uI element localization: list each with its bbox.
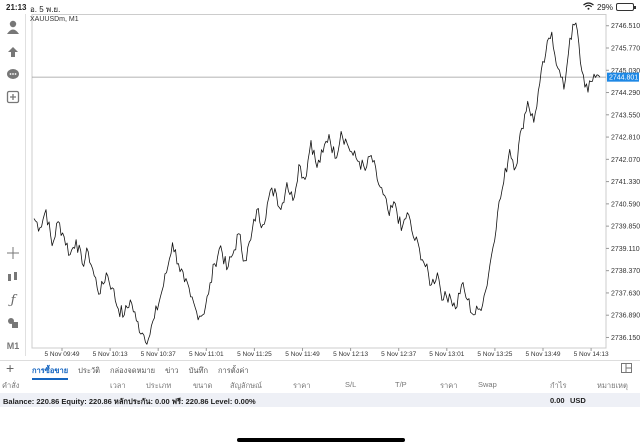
timeframe-button[interactable]: M1 xyxy=(6,341,20,351)
column-header-8[interactable]: ราคา xyxy=(440,381,458,390)
x-tick-label: 5 Nov 10:13 xyxy=(93,351,128,356)
x-tick-label: 5 Nov 13:25 xyxy=(477,351,512,356)
column-header-1[interactable]: เวลา xyxy=(110,381,126,390)
tab-2[interactable]: กล่องจดหมาย xyxy=(110,366,156,375)
home-indicator[interactable] xyxy=(237,438,405,442)
y-tick-label: 2739.110 xyxy=(611,246,640,253)
add-order-button[interactable]: + xyxy=(6,360,15,376)
column-header-4[interactable]: สัญลักษณ์ xyxy=(230,381,263,390)
column-header-0[interactable]: คำสั่ง xyxy=(2,381,20,390)
y-tick-label: 2742.810 xyxy=(611,135,640,142)
y-tick-label: 2736.150 xyxy=(611,335,640,342)
tab-0[interactable]: การซื้อขาย xyxy=(32,365,69,380)
column-header-7[interactable]: T/P xyxy=(395,380,407,389)
y-tick-label: 2736.890 xyxy=(611,313,640,320)
y-tick-label: 2743.550 xyxy=(611,112,640,119)
y-tick-label: 2746.510 xyxy=(611,23,640,30)
wifi-icon xyxy=(583,2,594,12)
terminal-tabs: การซื้อขาย ประวัติ กล่องจดหมาย ข่าว บันทึก กา… xyxy=(32,365,249,380)
y-tick-label: 2740.590 xyxy=(611,201,640,208)
tab-4[interactable]: บันทึก xyxy=(188,366,209,375)
column-header-3[interactable]: ขนาด xyxy=(193,381,213,390)
layout-icon[interactable] xyxy=(621,363,632,376)
y-tick-label: 2737.630 xyxy=(611,290,640,297)
battery-percent: 29% xyxy=(596,2,613,12)
terminal-tab-bar: + การซื้อขาย ประวัติ กล่องจดหมาย ข่าว บันทึก… xyxy=(0,360,640,380)
chart-svg[interactable]: 2746.510 2745.770 2745.030 2744.290 2743.550… xyxy=(26,14,640,356)
user-icon[interactable] xyxy=(4,18,22,36)
left-toolbar: ƒ M1 xyxy=(0,14,26,356)
current-price-tag xyxy=(607,72,639,82)
chat-icon[interactable] xyxy=(4,66,22,84)
chart-frame xyxy=(31,14,607,349)
y-tick-label: 2742.070 xyxy=(611,157,640,164)
add-icon[interactable] xyxy=(4,88,22,106)
column-header-2[interactable]: ประเภท xyxy=(146,381,172,390)
x-tick-label: 5 Nov 13:01 xyxy=(429,351,464,356)
current-price-label: 2744.801 xyxy=(609,75,638,82)
x-tick-label: 5 Nov 11:01 xyxy=(189,351,224,356)
x-tick-label: 5 Nov 14:13 xyxy=(574,351,609,356)
trade-icon[interactable] xyxy=(4,42,22,60)
objects-icon[interactable] xyxy=(4,314,22,332)
chart-symbol-label: XAUUSDm, M1 xyxy=(30,16,79,23)
tab-3[interactable]: ข่าว xyxy=(165,366,179,375)
status-bar: 21:13 อ. 5 พ.ย. 29% xyxy=(0,0,640,14)
y-tick-label: 2739.850 xyxy=(611,224,640,231)
status-time: 21:13 xyxy=(6,3,27,12)
account-currency: USD xyxy=(570,396,586,405)
x-tick-label: 5 Nov 11:25 xyxy=(237,351,272,356)
x-tick-label: 5 Nov 11:49 xyxy=(285,351,320,356)
price-chart[interactable]: 2746.510 2745.770 2745.030 2744.290 2743.550… xyxy=(26,14,640,356)
y-tick-label: 2738.370 xyxy=(611,268,640,275)
battery-icon xyxy=(616,3,636,11)
status-date: อ. 5 พ.ย. xyxy=(30,5,61,14)
column-header-9[interactable]: Swap xyxy=(478,380,497,389)
balance-bar: Balance: 220.86 Equity: 220.86 หลักประกั… xyxy=(0,393,640,407)
crosshair-icon[interactable] xyxy=(4,244,22,262)
y-tick-label: 2745.770 xyxy=(611,46,640,53)
tab-1[interactable]: ประวัติ xyxy=(78,366,101,375)
y-tick-label: 2741.330 xyxy=(611,179,640,186)
column-header-11[interactable]: หมายเหตุ xyxy=(597,381,628,390)
y-tick-label: 2744.290 xyxy=(611,90,640,97)
column-header-5[interactable]: ราคา xyxy=(293,381,311,390)
total-profit: 0.00 xyxy=(550,396,565,405)
price-line-series xyxy=(33,22,601,345)
status-right: 29% xyxy=(583,2,636,12)
x-tick-label: 5 Nov 10:37 xyxy=(141,351,176,356)
x-tick-label: 5 Nov 13:49 xyxy=(525,351,560,356)
tab-5[interactable]: การตั้งค่า xyxy=(218,366,249,375)
indicators-icon[interactable] xyxy=(4,268,22,286)
trade-columns-header: คำสั่ง เวลา ประเภท ขนาด สัญลักษณ์ ราคา S/L T/P ร… xyxy=(0,377,640,391)
function-icon[interactable]: ƒ xyxy=(10,292,16,308)
x-tick-label: 5 Nov 09:49 xyxy=(44,351,79,356)
x-tick-label: 5 Nov 12:13 xyxy=(333,351,368,356)
balance-text: Balance: 220.86 Equity: 220.86 หลักประกั… xyxy=(3,397,256,406)
y-tick-label: 2745.030 xyxy=(611,68,640,75)
column-header-6[interactable]: S/L xyxy=(345,380,357,389)
x-tick-label: 5 Nov 12:37 xyxy=(381,351,416,356)
column-header-10[interactable]: กำไร xyxy=(550,381,567,390)
